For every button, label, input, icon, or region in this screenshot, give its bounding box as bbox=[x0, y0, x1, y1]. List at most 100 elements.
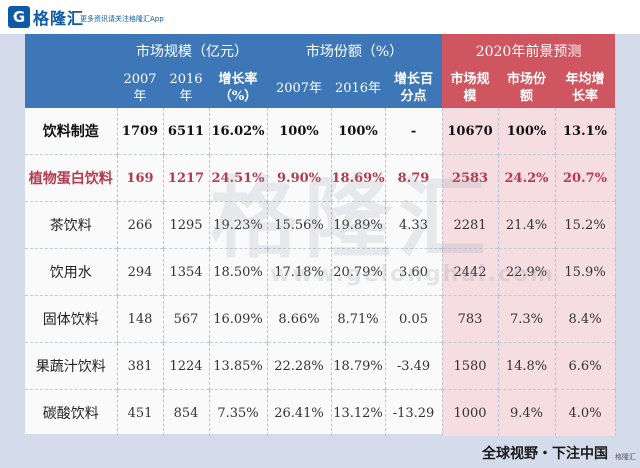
header-forecast: 2020年前景预测 bbox=[442, 34, 616, 68]
cell-forecast-size: 2442 bbox=[442, 248, 499, 296]
cell-forecast-size: 2583 bbox=[442, 154, 499, 202]
cell-forecast-size: 1000 bbox=[442, 389, 499, 436]
data-table-panel: 市场规模（亿元） 市场份额（%） 2020年前景预测 2007 年 2016 年 增… bbox=[25, 34, 616, 436]
cell-share-2007: 26.41% bbox=[267, 389, 332, 436]
cell-forecast-cagr: 6.6% bbox=[555, 342, 616, 390]
subheader-share-2016: 2016年 bbox=[331, 68, 386, 108]
cell-share-change: -13.29 bbox=[385, 389, 443, 436]
table-row: 碳酸饮料 451 854 7.35% 26.41% 13.12% -13.29 … bbox=[25, 389, 616, 436]
subheader-forecast-size: 市场规模 bbox=[442, 68, 499, 108]
cell-forecast-share: 100% bbox=[498, 108, 556, 155]
row-name: 碳酸饮料 bbox=[25, 389, 118, 436]
cell-size-2016: 6511 bbox=[163, 108, 210, 155]
cell-size-2016: 1354 bbox=[163, 248, 210, 296]
subheader-corner bbox=[25, 68, 117, 108]
subheader-size-2007: 2007 年 bbox=[117, 68, 163, 108]
cell-size-growth: 16.09% bbox=[209, 295, 268, 343]
subheader-share-change: 增长百 分点 bbox=[385, 68, 443, 108]
cell-share-change: - bbox=[385, 108, 443, 155]
cell-forecast-share: 22.9% bbox=[498, 248, 556, 296]
cell-share-2016: 100% bbox=[331, 108, 386, 155]
cell-share-change: 4.33 bbox=[385, 201, 443, 249]
cell-forecast-size: 2281 bbox=[442, 201, 499, 249]
cell-share-2016: 19.89% bbox=[331, 201, 386, 249]
table-row: 固体饮料 148 567 16.09% 8.66% 8.71% 0.05 783… bbox=[25, 295, 616, 343]
cell-size-2007: 266 bbox=[117, 201, 164, 249]
logo-subtitle: 更多资讯请关注格隆汇App bbox=[80, 15, 164, 23]
cell-share-change: 3.60 bbox=[385, 248, 443, 296]
cell-size-2007: 381 bbox=[117, 342, 164, 390]
cell-forecast-size: 783 bbox=[442, 295, 499, 343]
logo: G 格隆汇 bbox=[8, 5, 84, 29]
cell-share-2007: 9.90% bbox=[267, 154, 332, 202]
cell-size-2016: 1295 bbox=[163, 201, 210, 249]
subheader-share-2007: 2007年 bbox=[267, 68, 332, 108]
cell-size-2007: 169 bbox=[117, 154, 164, 202]
cell-forecast-size: 10670 bbox=[442, 108, 499, 155]
cell-forecast-share: 24.2% bbox=[498, 154, 556, 202]
row-name: 固体饮料 bbox=[25, 295, 118, 343]
cell-size-growth: 19.23% bbox=[209, 201, 268, 249]
footer-slogan: 全球视野・下注中国 bbox=[482, 446, 608, 462]
table-row: 果蔬汁饮料 381 1224 13.85% 22.28% 18.79% -3.4… bbox=[25, 342, 616, 390]
subheader-forecast-cagr: 年均增 长率 bbox=[555, 68, 616, 108]
cell-share-change: 0.05 bbox=[385, 295, 443, 343]
cell-share-2016: 18.79% bbox=[331, 342, 386, 390]
cell-size-growth: 13.85% bbox=[209, 342, 268, 390]
cell-size-growth: 16.02% bbox=[209, 108, 268, 155]
cell-size-2007: 148 bbox=[117, 295, 164, 343]
cell-share-2016: 8.71% bbox=[331, 295, 386, 343]
header-market-share: 市场份额（%） bbox=[267, 34, 443, 68]
cell-share-change: -3.49 bbox=[385, 342, 443, 390]
cell-forecast-cagr: 15.2% bbox=[555, 201, 616, 249]
subheader-size-2016: 2016 年 bbox=[163, 68, 209, 108]
cell-forecast-cagr: 13.1% bbox=[555, 108, 616, 155]
cell-forecast-cagr: 15.9% bbox=[555, 248, 616, 296]
cell-size-2016: 1224 bbox=[163, 342, 210, 390]
cell-forecast-cagr: 8.4% bbox=[555, 295, 616, 343]
cell-forecast-share: 9.4% bbox=[498, 389, 556, 436]
cell-size-growth: 18.50% bbox=[209, 248, 268, 296]
cell-share-2016: 18.69% bbox=[331, 154, 386, 202]
logo-mark-icon: G bbox=[8, 6, 30, 28]
table-row: 植物蛋白饮料 169 1217 24.51% 9.90% 18.69% 8.79… bbox=[25, 154, 616, 202]
cell-size-2007: 294 bbox=[117, 248, 164, 296]
cell-forecast-size: 1580 bbox=[442, 342, 499, 390]
header-market-size: 市场规模（亿元） bbox=[117, 34, 268, 68]
cell-size-2007: 451 bbox=[117, 389, 164, 436]
row-name: 植物蛋白饮料 bbox=[25, 154, 118, 202]
footer-corner-mark: 格隆汇 bbox=[615, 453, 636, 461]
cell-forecast-share: 21.4% bbox=[498, 201, 556, 249]
row-name: 饮用水 bbox=[25, 248, 118, 296]
cell-size-growth: 24.51% bbox=[209, 154, 268, 202]
row-name: 果蔬汁饮料 bbox=[25, 342, 118, 390]
row-name: 茶饮料 bbox=[25, 201, 118, 249]
subheader-size-growth: 增长率 （%） bbox=[209, 68, 268, 108]
cell-size-2016: 1217 bbox=[163, 154, 210, 202]
cell-size-2016: 854 bbox=[163, 389, 210, 436]
cell-share-2016: 13.12% bbox=[331, 389, 386, 436]
cell-size-2007: 1709 bbox=[117, 108, 164, 155]
cell-share-2016: 20.79% bbox=[331, 248, 386, 296]
header-corner bbox=[25, 34, 117, 68]
top-bar: G 格隆汇 更多资讯请关注格隆汇App bbox=[0, 0, 640, 34]
cell-forecast-share: 14.8% bbox=[498, 342, 556, 390]
cell-forecast-share: 7.3% bbox=[498, 295, 556, 343]
beverage-market-table: 市场规模（亿元） 市场份额（%） 2020年前景预测 2007 年 2016 年 增… bbox=[25, 34, 616, 436]
table-row: 茶饮料 266 1295 19.23% 15.56% 19.89% 4.33 2… bbox=[25, 201, 616, 249]
cell-share-2007: 17.18% bbox=[267, 248, 332, 296]
cell-share-2007: 100% bbox=[267, 108, 332, 155]
table-row: 饮用水 294 1354 18.50% 17.18% 20.79% 3.60 2… bbox=[25, 248, 616, 296]
subheader-forecast-share: 市场份额 bbox=[498, 68, 556, 108]
cell-share-2007: 22.28% bbox=[267, 342, 332, 390]
cell-forecast-cagr: 4.0% bbox=[555, 389, 616, 436]
cell-share-2007: 15.56% bbox=[267, 201, 332, 249]
row-name: 饮料制造 bbox=[25, 108, 118, 155]
cell-size-2016: 567 bbox=[163, 295, 210, 343]
cell-size-growth: 7.35% bbox=[209, 389, 268, 436]
cell-share-2007: 8.66% bbox=[267, 295, 332, 343]
cell-forecast-cagr: 20.7% bbox=[555, 154, 616, 202]
logo-text: 格隆汇 bbox=[33, 9, 85, 28]
cell-share-change: 8.79 bbox=[385, 154, 443, 202]
table-row: 饮料制造 1709 6511 16.02% 100% 100% - 10670 … bbox=[25, 108, 616, 155]
